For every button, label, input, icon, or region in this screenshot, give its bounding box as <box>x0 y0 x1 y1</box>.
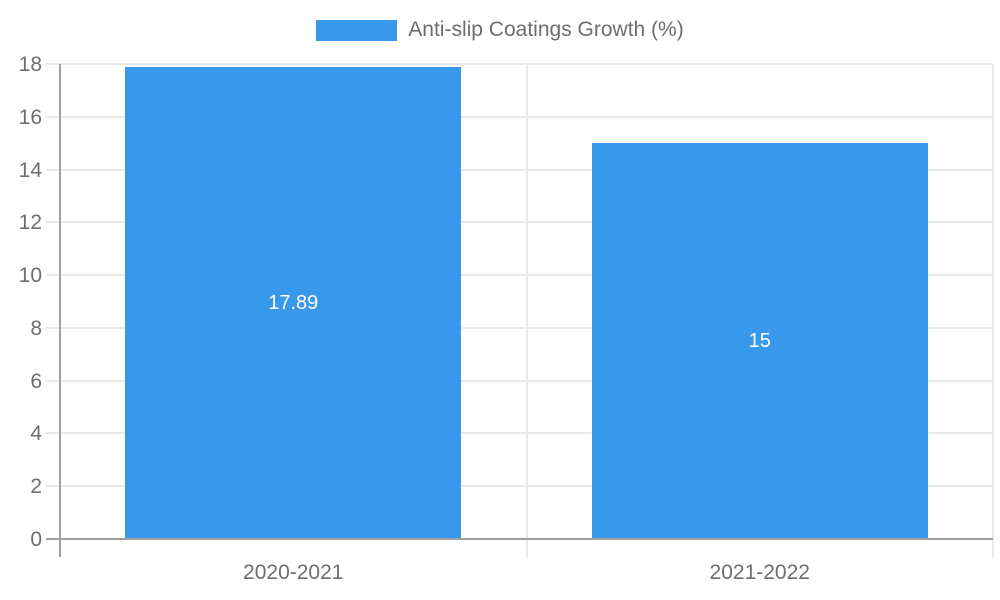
gridline-y-10 <box>46 274 993 277</box>
y-axis-tick-label: 0 <box>30 528 42 551</box>
y-axis-tick-label: 18 <box>18 53 42 76</box>
gridline-y-16 <box>46 115 993 118</box>
gridline-y-6 <box>46 379 993 382</box>
bar-value-label: 15 <box>748 330 771 353</box>
bar-2020-2021[interactable] <box>125 66 462 539</box>
x-axis-line <box>46 538 993 540</box>
gridline-y-14 <box>46 168 993 171</box>
gridline-y-8 <box>46 326 993 329</box>
legend-item[interactable]: Anti-slip Coatings Growth (%) <box>316 17 684 43</box>
legend-swatch <box>316 19 398 41</box>
gridline-y-18 <box>46 63 993 65</box>
y-axis-tick-label: 4 <box>30 422 42 446</box>
x-axis-tick-label: 2020-2021 <box>243 561 344 584</box>
y-axis-tick-label: 10 <box>18 264 42 288</box>
y-axis-tick-label: 6 <box>30 369 42 393</box>
y-axis-tick-label: 2 <box>30 475 42 499</box>
y-axis-tick-label: 12 <box>18 211 42 235</box>
y-axis-line <box>59 64 61 557</box>
gridline-y-4 <box>46 432 993 435</box>
bar-value-label: 17.89 <box>268 291 319 314</box>
legend-label: Anti-slip Coatings Growth (%) <box>408 18 684 41</box>
gridline-y-2 <box>46 485 993 488</box>
gridline-y-12 <box>46 221 993 224</box>
y-axis-tick-label: 16 <box>18 105 42 129</box>
x-axis-tick-label: 2021-2022 <box>709 561 810 584</box>
legend: Anti-slip Coatings Growth (%) <box>0 17 1000 43</box>
y-axis-tick-label: 14 <box>18 158 42 182</box>
gridline-x-boundary <box>992 64 994 557</box>
bar-2021-2022[interactable] <box>591 143 928 539</box>
y-axis-tick-label: 8 <box>30 316 42 340</box>
gridline-x-boundary <box>525 64 528 557</box>
